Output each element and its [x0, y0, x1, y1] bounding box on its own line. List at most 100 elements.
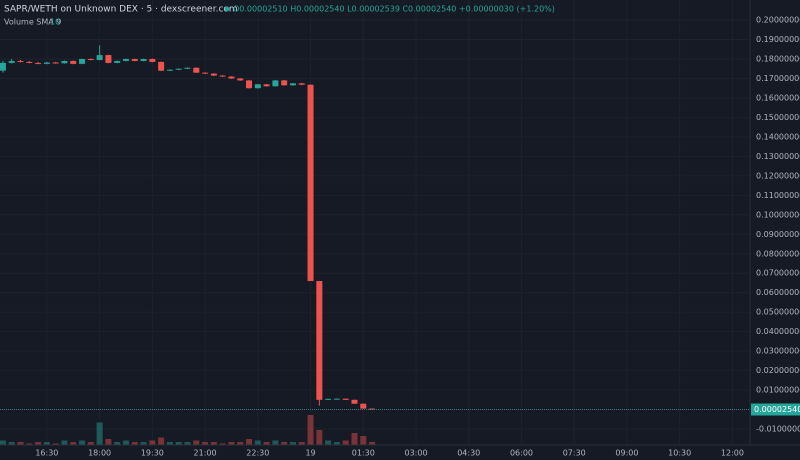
volume-bar: [96, 422, 103, 445]
y-tick-label: -0.01000000: [756, 425, 800, 434]
volume-bar: [79, 440, 86, 445]
candle-body: [26, 61, 33, 63]
volume-bar: [360, 436, 367, 445]
last-price-tag: [751, 403, 800, 416]
candle-body: [166, 69, 173, 71]
candle-body: [325, 398, 332, 400]
candle-body: [0, 62, 6, 71]
candle-body: [316, 281, 323, 400]
candle-body: [272, 80, 279, 87]
volume-bar: [166, 442, 173, 445]
y-tick-label: 0.20000000: [756, 16, 800, 25]
volume-bar: [369, 442, 376, 445]
volume-bar: [351, 433, 358, 445]
candle-body: [351, 399, 358, 404]
y-tick-label: 0.11000000: [756, 191, 800, 200]
candle-body: [333, 398, 340, 400]
x-tick-label: 10:30: [668, 449, 691, 458]
x-tick-label: 01:30: [352, 449, 375, 458]
x-tick-label: 07:30: [563, 449, 586, 458]
candle-body: [246, 80, 253, 89]
volume-bar: [263, 442, 270, 445]
candles: [0, 45, 376, 410]
volume-bar: [342, 440, 349, 445]
volume-bar: [307, 415, 314, 445]
candle-body: [35, 62, 42, 64]
volume-bar: [131, 442, 138, 445]
y-tick-label: 0.04000000: [756, 327, 800, 336]
y-tick-label: 0.16000000: [756, 93, 800, 102]
volume-bar: [325, 440, 332, 445]
volume-label: Volume SMA 9: [4, 18, 61, 27]
candle-body: [140, 59, 147, 61]
x-tick-label: 04:30: [457, 449, 480, 458]
x-tick-label: 16:30: [35, 449, 58, 458]
y-tick-label: 0.19000000: [756, 35, 800, 44]
y-tick-label: 0.08000000: [756, 249, 800, 258]
volume-bar: [35, 442, 42, 445]
x-tick-label: 19: [305, 449, 315, 458]
x-tick-label: 03:00: [404, 449, 427, 458]
y-tick-label: 0.06000000: [756, 288, 800, 297]
x-tick-label: 06:00: [510, 449, 533, 458]
status-dot: [224, 6, 230, 12]
volume-bar: [281, 442, 288, 445]
volume-bar: [237, 442, 244, 445]
candle-body: [175, 68, 182, 70]
volume-bar: [70, 442, 77, 445]
volume-bar: [61, 440, 68, 445]
volume-bar: [114, 442, 121, 445]
candle-body: [210, 73, 217, 76]
volume-pane: [0, 415, 376, 445]
candle-body: [237, 78, 244, 81]
candle-body: [131, 59, 138, 61]
volume-bar: [246, 439, 253, 445]
candle-body: [61, 60, 68, 64]
x-tick-label: 19:30: [141, 449, 164, 458]
volume-bar: [149, 440, 156, 445]
candle-body: [8, 60, 15, 63]
y-tick-label: 0.09000000: [756, 230, 800, 239]
candle-body: [342, 398, 349, 400]
candle-body: [228, 76, 235, 79]
volume-bar: [140, 442, 147, 445]
y-tick-label: 0.01000000: [756, 386, 800, 395]
candle-body: [79, 59, 86, 64]
candle-body: [193, 67, 200, 73]
volume-bar: [289, 442, 296, 445]
volume-bar: [17, 442, 24, 445]
volume-bar: [26, 443, 33, 445]
candle-body: [369, 408, 376, 410]
axes: 0.20000000 0.19000000 0.18000000 0.17000000…: [0, 16, 800, 458]
volume-bar: [43, 442, 50, 445]
candle-body: [360, 403, 367, 409]
volume-bar: [52, 443, 59, 445]
volume-bar: [87, 442, 94, 445]
candle-body: [298, 83, 305, 85]
volume-bar: [298, 442, 305, 445]
candle-body: [43, 62, 50, 64]
candle-body: [17, 60, 24, 62]
candle-body: [184, 67, 191, 69]
last-price-label: 0.00002540: [754, 405, 800, 414]
y-tick-label: 0.03000000: [756, 347, 800, 356]
volume-bar: [158, 437, 165, 445]
y-tick-label: 0.15000000: [756, 113, 800, 122]
volume-bar: [175, 442, 182, 445]
volume-bar: [184, 442, 191, 445]
x-tick-label: 21:00: [194, 449, 217, 458]
candle-body: [70, 60, 77, 64]
volume-bar: [0, 440, 6, 445]
volume-bar: [219, 443, 226, 445]
x-tick-label: 22:30: [246, 449, 269, 458]
volume-bar: [316, 430, 323, 445]
y-tick-label: 0.18000000: [756, 55, 800, 64]
volume-bar: [272, 440, 279, 445]
volume-bar: [202, 442, 209, 445]
candle-body: [202, 72, 209, 74]
volume-bar: [228, 442, 235, 445]
y-tick-label: 0.10000000: [756, 210, 800, 219]
y-tick-label: 0.13000000: [756, 152, 800, 161]
chart-title: SAPR/WETH on Unknown DEX · 5 · dexscreen…: [4, 5, 238, 15]
